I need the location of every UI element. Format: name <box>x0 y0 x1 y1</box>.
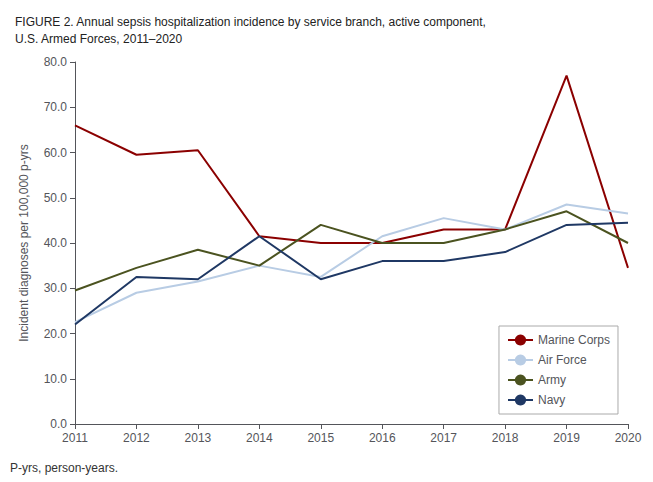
svg-text:Navy: Navy <box>538 393 565 407</box>
svg-text:Army: Army <box>538 373 566 387</box>
svg-text:20.0: 20.0 <box>44 327 68 341</box>
svg-text:40.0: 40.0 <box>44 236 68 250</box>
svg-text:2020: 2020 <box>615 431 642 445</box>
svg-text:2014: 2014 <box>246 431 273 445</box>
svg-text:Incident diagnoses per 100,000: Incident diagnoses per 100,000 p-yrs <box>17 144 31 341</box>
svg-text:2019: 2019 <box>553 431 580 445</box>
svg-text:70.0: 70.0 <box>44 100 68 114</box>
svg-text:P-yrs, person-years.: P-yrs, person-years. <box>10 461 118 475</box>
svg-text:0.0: 0.0 <box>50 417 67 431</box>
svg-text:60.0: 60.0 <box>44 146 68 160</box>
svg-text:FIGURE 2. Annual sepsis hospit: FIGURE 2. Annual sepsis hospitalization … <box>15 15 486 29</box>
svg-text:2018: 2018 <box>492 431 519 445</box>
svg-text:Marine Corps: Marine Corps <box>538 333 610 347</box>
svg-text:80.0: 80.0 <box>44 55 68 69</box>
svg-text:U.S. Armed Forces, 2011–2020: U.S. Armed Forces, 2011–2020 <box>15 32 183 46</box>
svg-text:50.0: 50.0 <box>44 191 68 205</box>
svg-text:2017: 2017 <box>430 431 457 445</box>
svg-text:2011: 2011 <box>62 431 88 445</box>
svg-text:2012: 2012 <box>123 431 150 445</box>
svg-text:Air Force: Air Force <box>538 353 587 367</box>
svg-text:2015: 2015 <box>307 431 334 445</box>
svg-text:2016: 2016 <box>369 431 396 445</box>
svg-text:30.0: 30.0 <box>44 281 68 295</box>
svg-text:2013: 2013 <box>185 431 212 445</box>
svg-text:10.0: 10.0 <box>44 372 68 386</box>
